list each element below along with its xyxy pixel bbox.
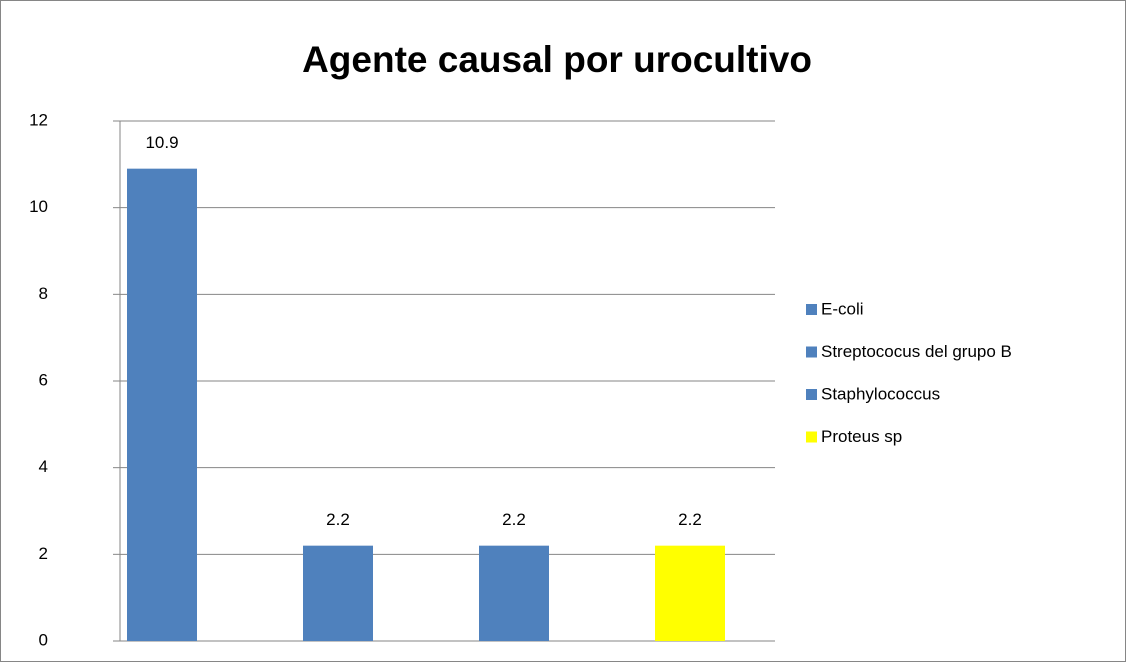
legend-label: E-coli [821,299,864,318]
bar [303,545,373,641]
legend-label: Streptococus del grupo B [821,342,1012,361]
bar [127,168,197,641]
legend-label: Staphylococcus [821,384,940,403]
y-tick-label: 10 [29,197,48,216]
data-label: 2.2 [678,510,702,529]
chart-title: Agente causal por urocultivo [302,39,812,80]
legend-swatch [806,389,817,400]
y-tick-label: 2 [39,544,48,563]
y-tick-label: 12 [29,110,48,129]
legend-label: Proteus sp [821,427,902,446]
y-tick-label: 6 [39,370,48,389]
y-tick-label: 8 [39,284,48,303]
legend-swatch [806,346,817,358]
legend-swatch [806,431,817,443]
data-label: 10.9 [145,133,178,152]
y-tick-label: 4 [39,457,48,476]
bar [655,545,725,641]
y-tick-label: 0 [39,630,48,649]
data-label: 2.2 [326,510,350,529]
legend-swatch [806,304,817,315]
data-label: 2.2 [502,510,526,529]
bar [479,545,549,641]
